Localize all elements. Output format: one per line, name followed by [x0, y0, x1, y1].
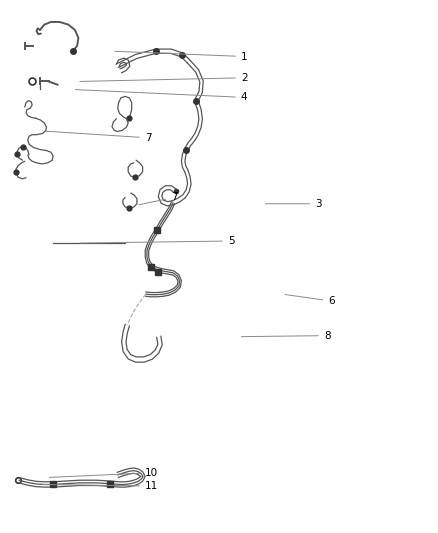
- Text: 8: 8: [241, 330, 330, 341]
- Text: 11: 11: [43, 481, 158, 491]
- Text: 10: 10: [49, 468, 158, 478]
- Text: 7: 7: [45, 131, 152, 143]
- Text: 6: 6: [285, 295, 335, 306]
- Text: 7: 7: [139, 192, 177, 205]
- Text: 1: 1: [115, 51, 247, 61]
- Text: 3: 3: [265, 199, 321, 209]
- Text: 5: 5: [80, 236, 234, 246]
- Text: 2: 2: [80, 73, 247, 83]
- Text: 4: 4: [75, 90, 247, 102]
